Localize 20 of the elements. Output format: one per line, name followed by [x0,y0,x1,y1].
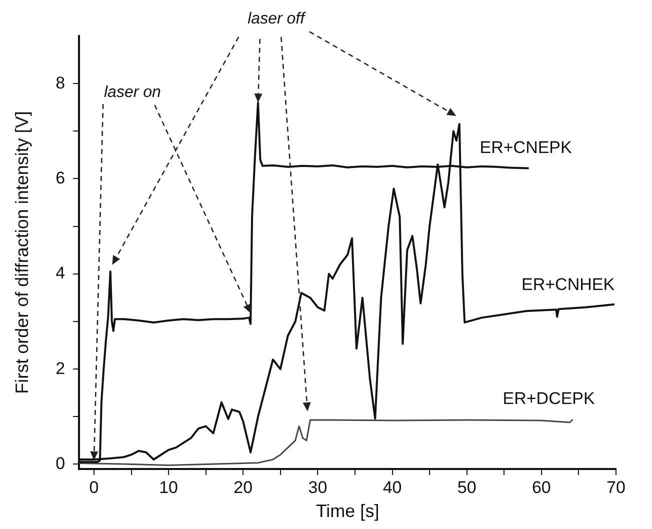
series-label: ER+CNHEK [522,275,616,294]
y-tick-label: 4 [56,264,66,283]
annotation: laser off [248,10,306,28]
x-tick-label: 50 [457,478,476,497]
x-tick-label: 10 [159,478,178,497]
y-tick-label: 6 [56,168,66,188]
x-tick-label: 70 [606,478,626,497]
x-tick-label: 40 [382,478,402,497]
x-tick-label: 0 [89,478,99,497]
series-label: ER+CNEPK [480,138,573,157]
y-tick-label: 2 [56,358,66,378]
x-tick-label: 30 [308,478,328,497]
y-tick-label: 8 [56,73,66,92]
series-label: ER+DCEPK [502,389,596,408]
y-axis-title: First order of diffraction intensity [V] [12,111,32,394]
x-axis-title: Time [s] [316,501,380,522]
x-tick-label: 60 [532,478,551,497]
annotation: laser on [104,84,162,102]
x-tick-label: 20 [234,478,253,497]
y-tick-label: 0 [56,454,66,473]
